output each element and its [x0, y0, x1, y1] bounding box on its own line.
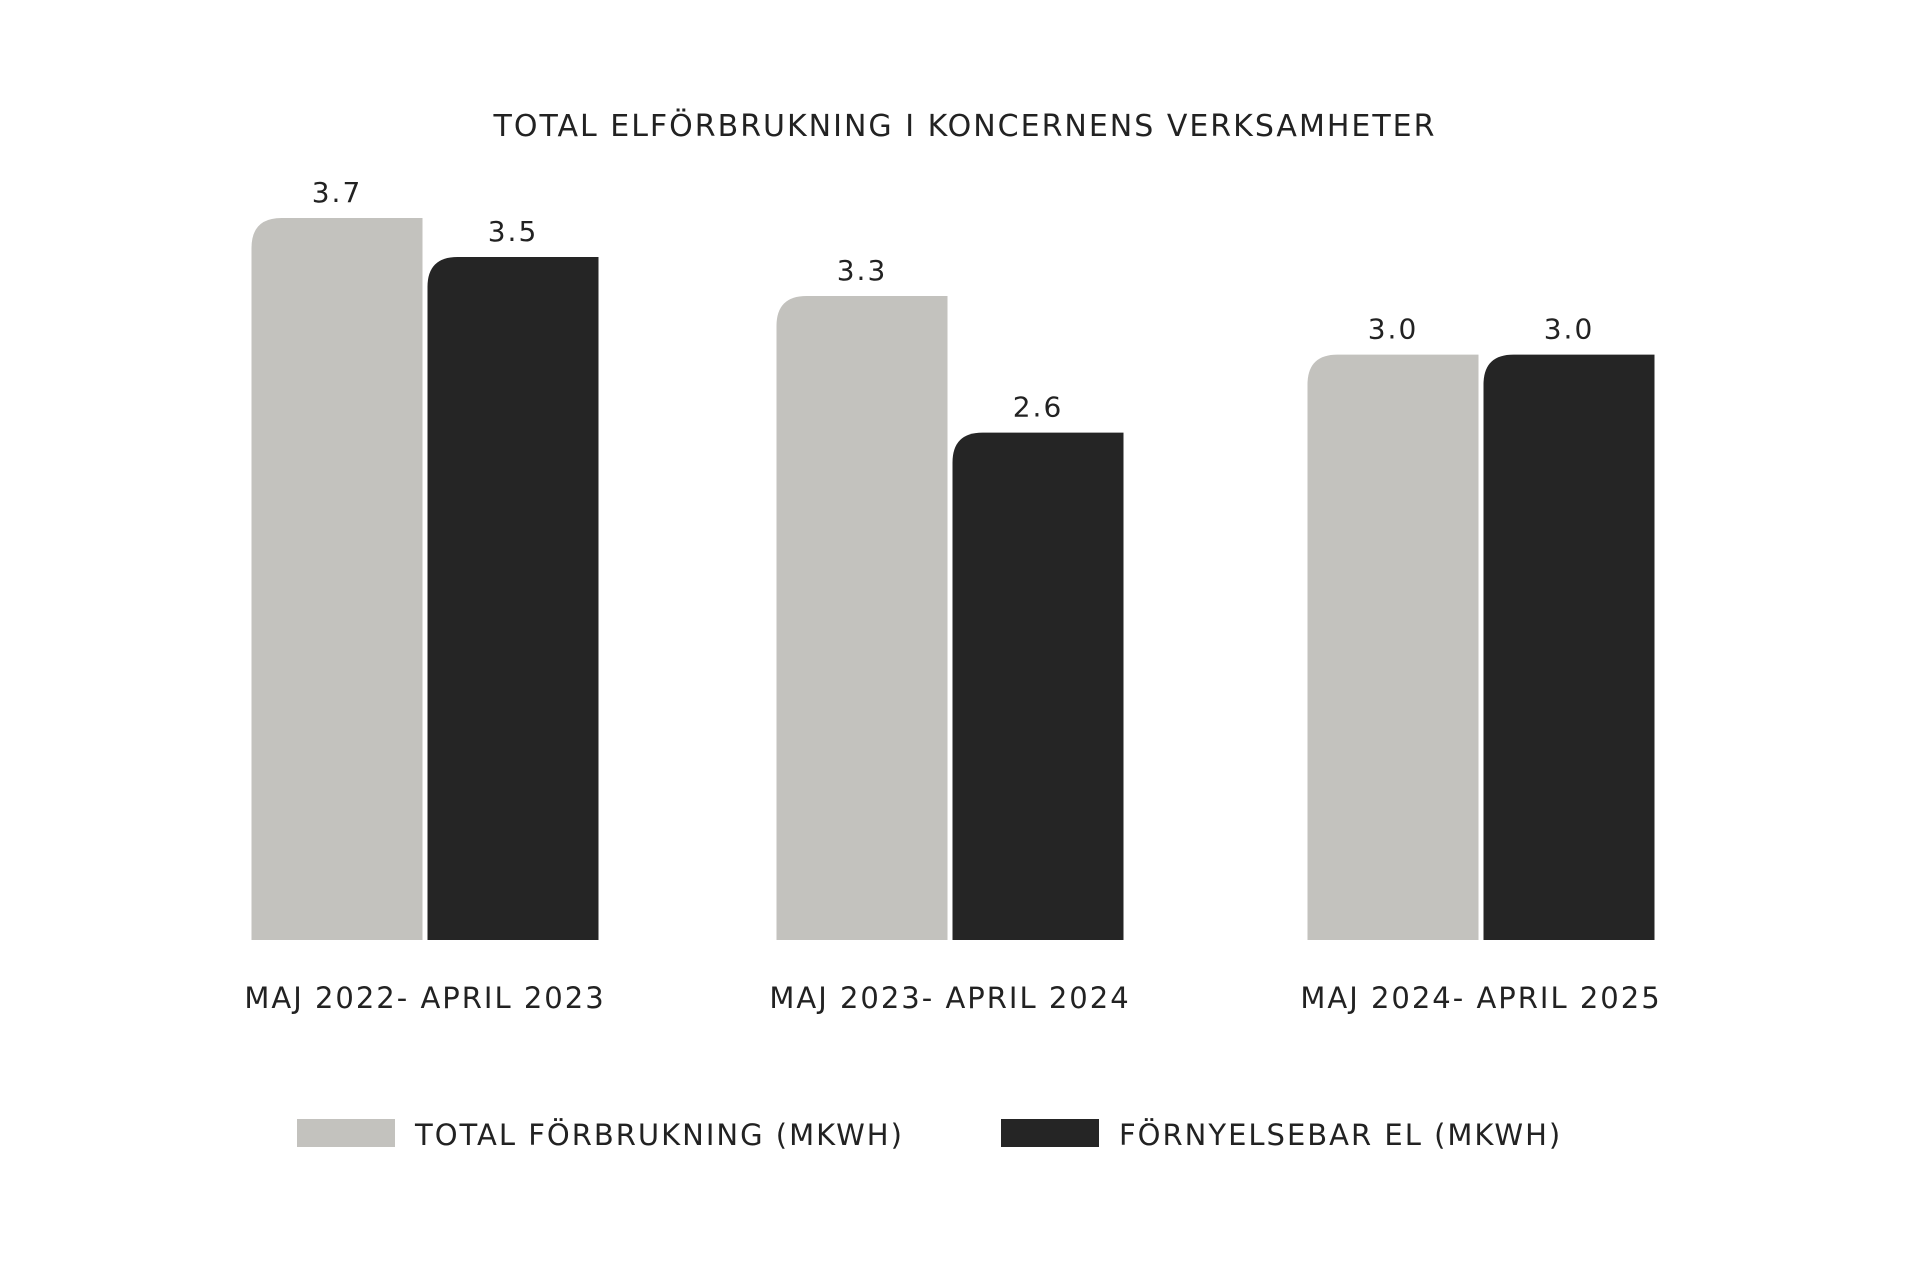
value-label: 2.6 — [1013, 391, 1064, 424]
chart-title: TOTAL ELFÖRBRUKNING I KONCERNENS VERKSAM… — [493, 108, 1437, 144]
bar — [427, 257, 599, 940]
legend-swatch — [297, 1119, 395, 1147]
bar — [1307, 354, 1479, 940]
bar — [952, 432, 1124, 940]
x-tick-label: MAJ 2024- APRIL 2025 — [1300, 981, 1661, 1015]
x-tick-label: MAJ 2022- APRIL 2023 — [244, 981, 605, 1015]
value-label: 3.7 — [312, 176, 363, 209]
value-label: 3.0 — [1544, 313, 1595, 346]
x-tick-label: MAJ 2023- APRIL 2024 — [769, 981, 1130, 1015]
legend-label: FÖRNYELSEBAR EL (MKWH) — [1119, 1118, 1562, 1152]
bar — [776, 296, 948, 940]
legend-label: TOTAL FÖRBRUKNING (MKWH) — [414, 1118, 904, 1152]
value-label: 3.0 — [1368, 313, 1419, 346]
value-label: 3.3 — [837, 254, 888, 287]
value-label: 3.5 — [488, 215, 539, 248]
legend-swatch — [1001, 1119, 1099, 1147]
bar — [1483, 354, 1655, 940]
bar — [251, 218, 423, 940]
